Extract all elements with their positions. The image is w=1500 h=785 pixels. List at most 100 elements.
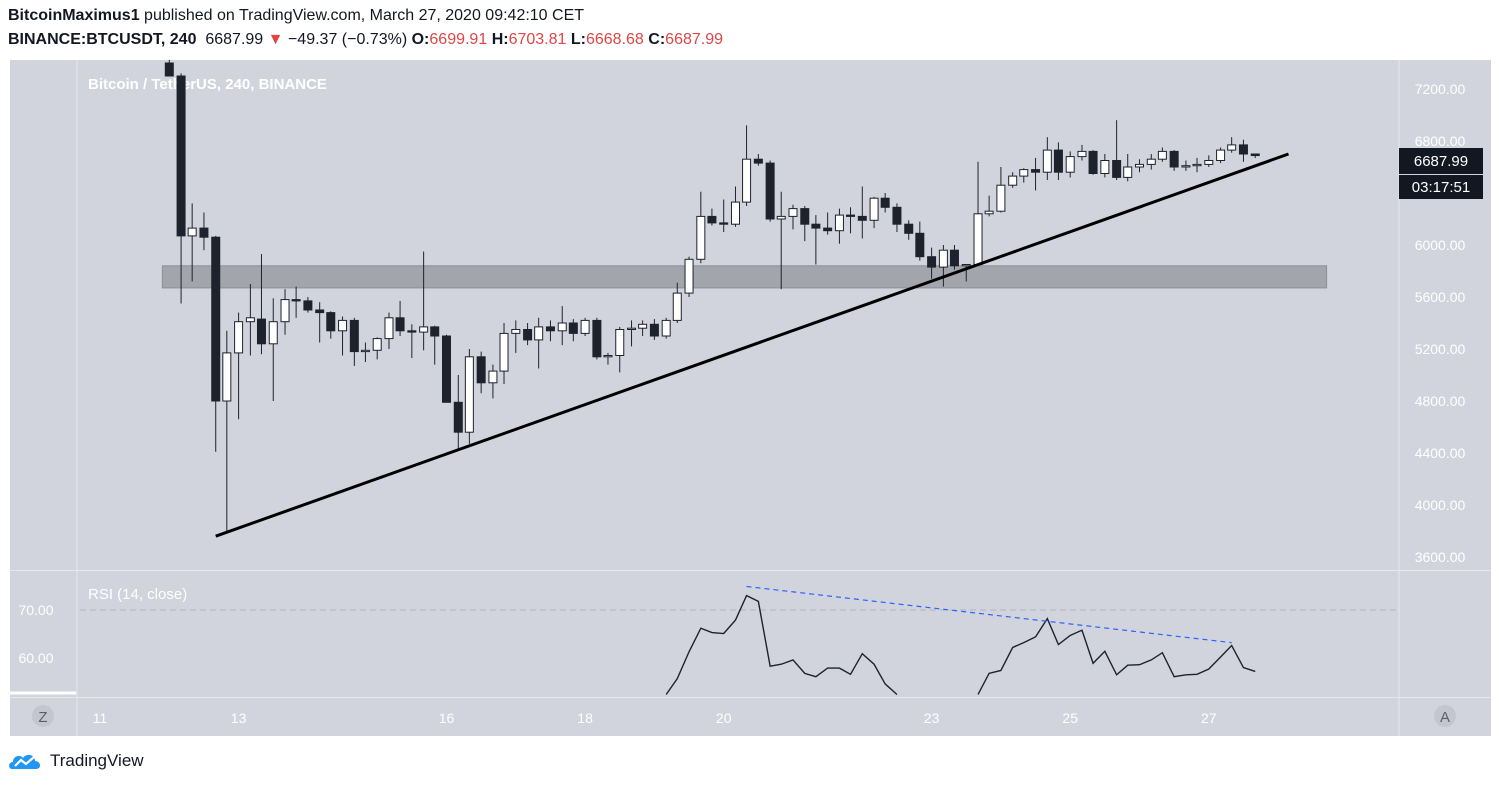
candle-body [360,349,370,353]
price-axis-tick: 3600.00 [1415,549,1466,565]
ascending-trendline[interactable] [215,152,1289,538]
candle-body [788,208,798,217]
candle-body [488,370,498,384]
footer-brand[interactable]: TradingView [50,751,144,770]
countdown-tag: 03:17:51 [1399,175,1483,199]
candle-body [892,206,902,225]
candle-body [580,319,590,334]
close-label: C: [648,31,666,48]
candle-body [199,227,209,238]
rsi-axis-tick: 70.00 [18,602,53,618]
chart-container[interactable]: Bitcoin / TetherUS, 240, BINANCE RSI (14… [0,57,1500,742]
price-axis-tick: 4400.00 [1415,445,1466,461]
candle-body [303,300,313,311]
time-axis-tick: 13 [231,710,247,726]
rsi-legend: RSI (14, close) [88,586,187,603]
candle-body [880,197,890,208]
candle-body [476,356,486,384]
price-axis-tick: 4800.00 [1415,393,1466,409]
auto-scale-label: A [1440,709,1450,726]
footer: TradingView [8,748,144,774]
candle-body [234,321,244,354]
rsi-series-line [665,594,898,696]
candle-body [315,309,325,314]
low-value: 6668.68 [585,31,644,48]
time-axis-tick: 16 [439,710,455,726]
candle-body [442,335,451,403]
candle-body [1042,149,1052,173]
candle-body [1123,166,1133,178]
time-axis-tick: 23 [924,710,940,726]
scale-mode-button[interactable]: Z [32,705,54,727]
candle-body [1053,149,1063,173]
support-zone [161,265,1328,289]
candle-body [557,322,567,332]
candle-body [256,318,266,345]
candle-body [1169,150,1179,168]
candle-body [1157,150,1167,160]
candle-body [164,62,174,77]
candle-body [938,249,948,268]
candle-body [1008,175,1018,186]
price-axis-tick: 6000.00 [1415,237,1466,253]
candle-body [176,75,186,237]
candle-body [834,214,844,232]
candle-body [1250,153,1260,157]
published-text: published on TradingView.com, March 27, … [144,7,585,24]
chart-legend: Bitcoin / TetherUS, 240, BINANCE [88,76,327,93]
last-price-tag-text: 6687.99 [1414,153,1468,170]
candle-body [719,222,729,225]
candle-body [846,214,856,217]
candle-body [568,322,578,334]
candle-body [627,327,637,331]
candle-body [1204,160,1214,165]
candle-body [1181,165,1191,168]
low-label: L: [570,31,586,48]
candle-body [372,338,382,351]
candle-body [592,319,602,358]
candle-body [638,323,648,329]
chart-svg[interactable]: Bitcoin / TetherUS, 240, BINANCE RSI (14… [0,57,1500,742]
change-arrow-icon: ▼ [267,31,284,48]
price-axis-tick: 6800.00 [1415,133,1466,149]
candle-body [927,256,937,268]
candle-body [996,184,1006,212]
candle-body [603,355,613,358]
auto-scale-button[interactable]: A [1434,705,1456,727]
time-axis-tick: 11 [93,710,108,726]
publish-info: BitcoinMaximus1 published on TradingView… [8,7,584,25]
candle-body [1065,156,1075,173]
candle-body [453,401,463,433]
countdown-text: 03:17:51 [1412,179,1470,196]
author-name[interactable]: BitcoinMaximus1 [8,7,140,24]
candle-body [534,326,544,341]
candle-body [1077,150,1087,158]
candle-body [1019,169,1029,177]
candle-body [857,215,867,221]
time-axis-tick: 18 [577,710,593,726]
candle-body [419,326,429,333]
tradingview-logo-icon [9,754,41,769]
rsi-axis-tick: 60.00 [18,650,53,666]
candle-body [1100,160,1110,174]
time-axis-tick: 20 [716,710,732,726]
candle-body [915,232,925,258]
rsi-divergence-line[interactable] [746,585,1232,644]
candle-body [984,210,994,215]
candle-body [672,292,682,321]
open-label: O: [411,31,430,48]
candle-body [776,215,786,220]
candle-body [765,162,775,220]
candle-body [661,319,671,337]
candle-body [338,319,348,332]
close-value: 6687.99 [665,31,724,48]
candle-body [245,317,255,323]
time-axis-tick: 27 [1201,710,1217,726]
candle-body [430,326,440,337]
change-value: −49.37 (−0.73%) [287,31,408,48]
last-price-tag: 6687.99 [1399,148,1483,174]
candle-body [1216,149,1226,161]
price-axis-tick: 5200.00 [1415,341,1466,357]
high-value: 6703.81 [508,31,567,48]
candle-body [753,158,763,164]
